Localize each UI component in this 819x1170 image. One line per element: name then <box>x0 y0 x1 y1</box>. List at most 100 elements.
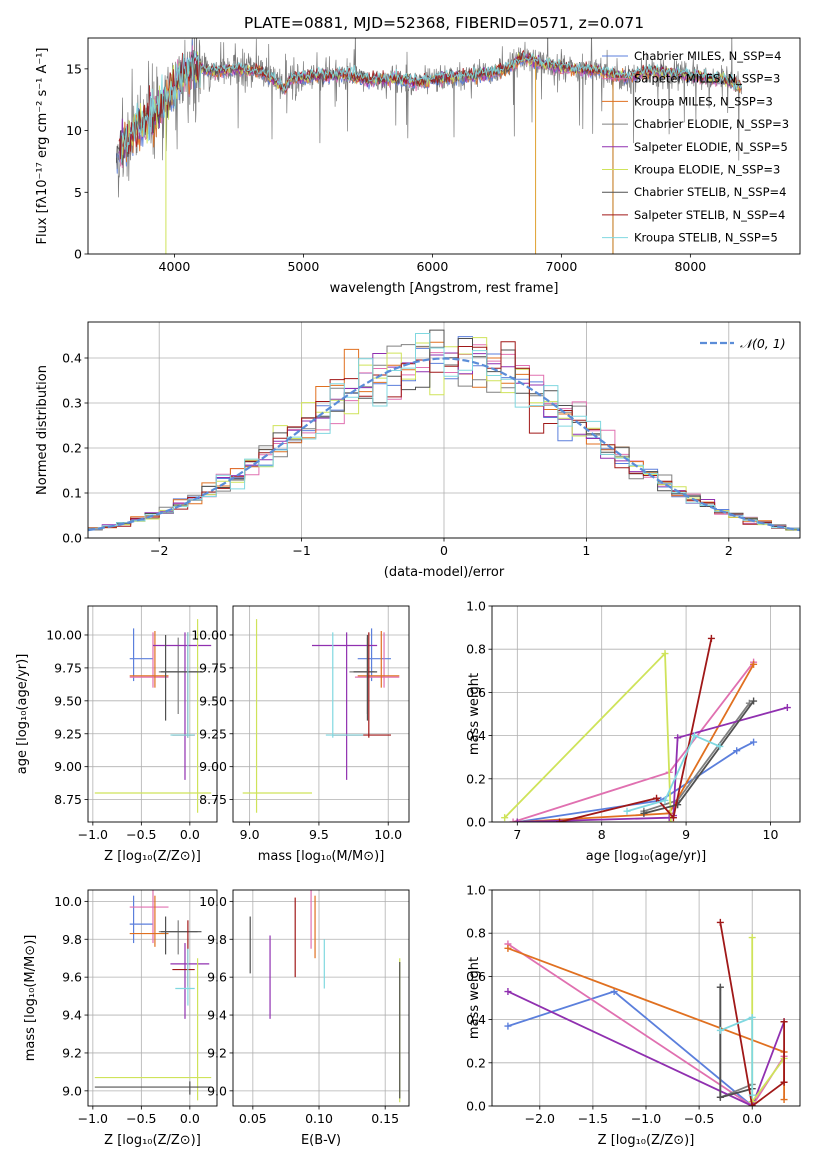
y-tick-label: 9.75 <box>199 660 227 675</box>
y-tick-label: 9.25 <box>199 726 227 741</box>
x-tick-label: −0.5 <box>684 1111 714 1126</box>
x-tick-label: −2 <box>150 543 168 558</box>
error-bar-point <box>152 632 212 780</box>
error-bar-point <box>129 631 169 688</box>
x-tick-label: 8000 <box>674 259 706 274</box>
x-tick-label: −0.5 <box>126 1111 156 1126</box>
y-axis-label: age [log₁₀(age/yr)] <box>15 654 30 775</box>
weight-point-marker <box>750 660 758 668</box>
x-tick-label: 9.0 <box>240 827 260 842</box>
y-axis-label: mass [log₁₀(M/M⊙)] <box>23 935 38 1062</box>
y-tick-label: 8.75 <box>54 792 82 807</box>
weight-series <box>640 699 753 815</box>
plot-area <box>94 619 212 813</box>
weight-point-marker <box>716 1093 724 1101</box>
error-bar-point <box>160 634 202 721</box>
y-tick-label: 0.8 <box>466 926 486 941</box>
y-tick-label: 9.8 <box>207 932 227 947</box>
y-tick-label: 9.75 <box>54 660 82 675</box>
y-tick-label: 9.4 <box>207 1008 227 1023</box>
y-tick-label: 0.4 <box>466 728 486 743</box>
x-tick-label: 0.0 <box>180 1111 200 1126</box>
spectrum-panel: 4000 5000 6000 7000 8000 0 5 10 15 wavelength [An… <box>35 37 801 296</box>
weight-point-marker <box>780 1018 788 1026</box>
weight-point-marker <box>623 807 631 815</box>
y-tick-label: 9.25 <box>54 726 82 741</box>
x-tick-label: −1.0 <box>78 827 108 842</box>
y-tick-label: 0.0 <box>62 531 82 546</box>
gaussian-reference-curve <box>88 357 800 532</box>
error-bar-point <box>94 1081 212 1095</box>
error-bar-point <box>325 632 364 738</box>
weight-point-marker <box>750 738 758 746</box>
error-bar-point <box>242 619 312 813</box>
y-tick-label: 1.0 <box>466 599 486 614</box>
y-axis-label: mass weight <box>467 957 482 1039</box>
y-tick-label: 9.6 <box>207 970 227 985</box>
age-vs-mass-panel: 9.0 9.5 10.0 8.75 9.00 9.25 9.50 9.75 10.00 mass … <box>191 605 410 864</box>
x-tick-label: 0.0 <box>742 1111 762 1126</box>
plot-area <box>88 329 800 532</box>
legend-entry: Salpeter STELIB, N_SSP=4 <box>634 208 785 222</box>
y-tick-label: 0 <box>74 247 82 262</box>
weight-series <box>716 1013 756 1099</box>
legend-entry: Chabrier MILES, N_SSP=4 <box>634 49 781 63</box>
weight-point-marker <box>653 794 661 802</box>
x-axis-label: mass [log₁₀(M/M⊙)] <box>258 849 385 864</box>
weight-point-marker <box>716 742 724 750</box>
x-tick-label: −1.5 <box>578 1111 608 1126</box>
weight-point-marker <box>509 818 517 822</box>
y-tick-label: 9.00 <box>199 759 227 774</box>
weight-point-marker <box>504 988 512 996</box>
y-axis-label: Normed distribution <box>35 365 50 495</box>
y-tick-label: 9.0 <box>207 1083 227 1098</box>
x-tick-label: −0.5 <box>126 827 156 842</box>
y-tick-label: 0.6 <box>466 685 486 700</box>
x-tick-label: 2 <box>725 543 733 558</box>
y-tick-label: 1.0 <box>466 883 486 898</box>
axes-frame <box>87 605 218 823</box>
x-tick-label: 7000 <box>545 259 577 274</box>
x-tick-label: −2.0 <box>525 1111 555 1126</box>
error-bar-point <box>311 632 378 780</box>
weight-point-marker <box>640 809 648 817</box>
legend-entry: Kroupa MILES, N_SSP=3 <box>634 94 773 108</box>
error-bar-point <box>129 890 169 944</box>
y-tick-label: 0.2 <box>62 441 82 456</box>
legend-entry: Chabrier ELODIE, N_SSP=3 <box>634 117 789 131</box>
x-tick-label: 10 <box>763 827 779 842</box>
x-tick-label: 9 <box>682 827 690 842</box>
model-spectrum-line <box>121 51 742 163</box>
y-tick-label: 0.8 <box>466 642 486 657</box>
legend-entry: Salpeter MILES, N_SSP=3 <box>634 72 780 86</box>
axes-frame <box>232 605 410 823</box>
weight-point-marker <box>748 1013 756 1021</box>
y-tick-label: 9.50 <box>199 693 227 708</box>
x-axis-label: Z [log₁₀(Z/Z⊙)] <box>104 1133 201 1148</box>
error-bar-point <box>129 628 153 682</box>
y-tick-label: 0.3 <box>62 396 82 411</box>
weight-point-marker <box>748 934 756 942</box>
weight-point-marker <box>556 818 564 822</box>
x-tick-label: 6000 <box>416 259 448 274</box>
error-bar-point <box>129 895 169 947</box>
weight-point-marker <box>669 814 677 822</box>
x-tick-label: 9.5 <box>309 827 329 842</box>
axes-frame <box>87 37 801 255</box>
weight-point-marker <box>674 734 682 742</box>
y-tick-label: 0.6 <box>466 969 486 984</box>
y-tick-label: 9.2 <box>62 1045 82 1060</box>
x-tick-label: −1 <box>292 543 310 558</box>
legend: Chabrier MILES, N_SSP=4 Salpeter MILES, N… <box>602 49 789 245</box>
y-tick-label: 9.6 <box>62 970 82 985</box>
axes-frame <box>491 605 801 823</box>
error-bar-point <box>357 628 391 682</box>
x-axis-label: wavelength [Angstrom, rest frame] <box>330 281 559 296</box>
y-tick-label: 8.75 <box>199 792 227 807</box>
mass-weight-vs-age-panel: 7 8 9 10 0.0 0.2 0.4 0.6 0.8 1.0 age [log₁₀(age/yr… <box>466 599 801 864</box>
weight-series-line <box>559 638 713 822</box>
weight-point-marker <box>780 1078 788 1086</box>
error-bar-point <box>357 631 400 688</box>
weight-point-marker <box>667 818 675 822</box>
weight-point-marker <box>504 1022 512 1030</box>
